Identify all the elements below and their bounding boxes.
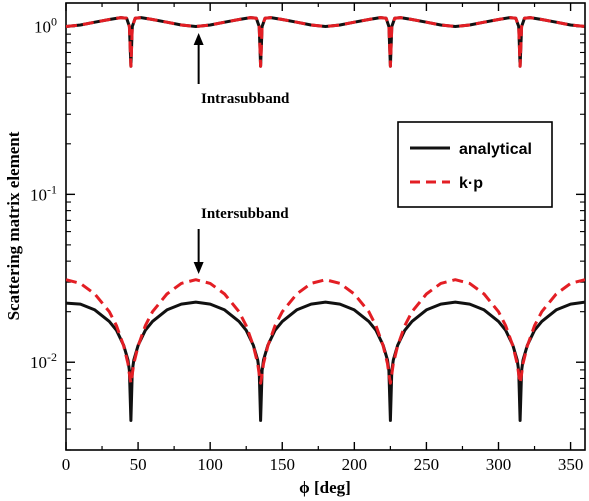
y-axis-label: Scattering matrix element bbox=[4, 131, 23, 320]
x-tick-label: 250 bbox=[414, 455, 440, 474]
x-tick-label: 350 bbox=[558, 455, 584, 474]
intersubband-arrow-head bbox=[193, 262, 204, 274]
x-axis-ticks: 0 50 100 150 200 250 300 350 bbox=[62, 3, 584, 474]
x-tick-label: 100 bbox=[197, 455, 223, 474]
intersubband-label: Intersubband bbox=[201, 206, 289, 222]
plot-frame bbox=[65, 2, 586, 451]
intrasubband-label: Intrasubband bbox=[201, 91, 290, 107]
annotation-intrasubband: Intrasubband bbox=[193, 33, 290, 107]
series-line-analytical-inter bbox=[66, 300, 585, 422]
annotation-intersubband: Intersubband bbox=[193, 206, 289, 274]
series-line-kp-inter bbox=[66, 278, 585, 385]
legend-label-analytical: analytical bbox=[459, 141, 532, 158]
y-tick-label: 100 bbox=[34, 14, 57, 36]
series-layer bbox=[66, 16, 585, 422]
legend-box bbox=[397, 121, 553, 208]
y-tick-label: 10-2 bbox=[30, 350, 57, 372]
series-line-kp-intra bbox=[66, 16, 585, 68]
x-tick-label: 50 bbox=[130, 455, 147, 474]
y-tick-label: 10-1 bbox=[30, 182, 57, 204]
legend: analytical k·p bbox=[397, 121, 553, 208]
x-tick-label: 150 bbox=[270, 455, 296, 474]
x-tick-label: 300 bbox=[486, 455, 512, 474]
x-tick-label: 200 bbox=[342, 455, 368, 474]
legend-label-kp: k·p bbox=[459, 175, 483, 192]
x-axis-label: ϕ [deg] bbox=[299, 478, 351, 497]
y-axis-ticks: 10-2 10-1 100 bbox=[30, 14, 585, 451]
x-tick-label: 0 bbox=[62, 455, 71, 474]
intrasubband-arrow-head bbox=[193, 33, 204, 45]
